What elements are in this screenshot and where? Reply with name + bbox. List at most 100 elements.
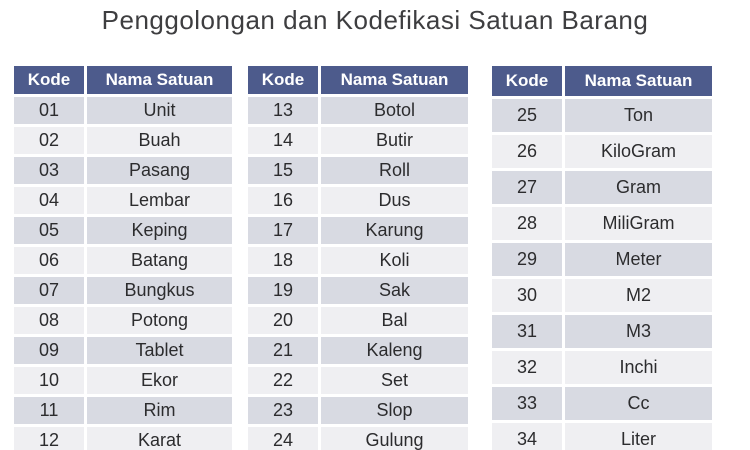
nama-satuan-cell: Gram <box>565 171 712 204</box>
nama-satuan-cell: Roll <box>321 157 468 184</box>
kode-cell: 30 <box>492 279 562 312</box>
nama-satuan-header: Nama Satuan <box>321 66 468 94</box>
table-row: 23 Slop <box>248 397 468 424</box>
kode-cell: 13 <box>248 97 318 124</box>
units-table-2-body: Kode Nama Satuan 13 Botol 14 Butir 15 Roll 16 Dus… <box>248 66 468 450</box>
nama-satuan-cell: Bungkus <box>87 277 232 304</box>
kode-cell: 31 <box>492 315 562 348</box>
kode-cell: 17 <box>248 217 318 244</box>
kode-cell: 29 <box>492 243 562 276</box>
nama-satuan-cell: Sak <box>321 277 468 304</box>
kode-cell: 08 <box>14 307 84 334</box>
nama-satuan-cell: Cc <box>565 387 712 420</box>
nama-satuan-cell: KiloGram <box>565 135 712 168</box>
kode-cell: 32 <box>492 351 562 384</box>
table-row: 18 Koli <box>248 247 468 274</box>
header-row: Kode Nama Satuan <box>14 66 232 94</box>
kode-cell: 24 <box>248 427 318 450</box>
table-row: 21 Kaleng <box>248 337 468 364</box>
header-row: Kode Nama Satuan <box>248 66 468 94</box>
table-row: 31 M3 <box>492 315 712 348</box>
kode-cell: 23 <box>248 397 318 424</box>
nama-satuan-cell: Set <box>321 367 468 394</box>
kode-cell: 28 <box>492 207 562 240</box>
table-row: 20 Bal <box>248 307 468 334</box>
nama-satuan-cell: Pasang <box>87 157 232 184</box>
nama-satuan-cell: Karat <box>87 427 232 450</box>
table-row: 17 Karung <box>248 217 468 244</box>
nama-satuan-cell: Tablet <box>87 337 232 364</box>
kode-cell: 34 <box>492 423 562 450</box>
kode-cell: 20 <box>248 307 318 334</box>
kode-cell: 16 <box>248 187 318 214</box>
kode-cell: 12 <box>14 427 84 450</box>
kode-cell: 07 <box>14 277 84 304</box>
nama-satuan-cell: Buah <box>87 127 232 154</box>
nama-satuan-cell: Unit <box>87 97 232 124</box>
table-row: 25 Ton <box>492 99 712 132</box>
nama-satuan-cell: MiliGram <box>565 207 712 240</box>
table-row: 19 Sak <box>248 277 468 304</box>
nama-satuan-cell: Rim <box>87 397 232 424</box>
kode-cell: 05 <box>14 217 84 244</box>
table-row: 33 Cc <box>492 387 712 420</box>
nama-satuan-header: Nama Satuan <box>565 66 712 96</box>
nama-satuan-cell: Gulung <box>321 427 468 450</box>
table-row: 24 Gulung <box>248 427 468 450</box>
kode-cell: 10 <box>14 367 84 394</box>
table-row: 05 Keping <box>14 217 232 244</box>
table-row: 28 MiliGram <box>492 207 712 240</box>
table-row: 34 Liter <box>492 423 712 450</box>
nama-satuan-cell: Ekor <box>87 367 232 394</box>
nama-satuan-cell: Potong <box>87 307 232 334</box>
table-row: 15 Roll <box>248 157 468 184</box>
kode-cell: 18 <box>248 247 318 274</box>
kode-header: Kode <box>14 66 84 94</box>
table-row: 10 Ekor <box>14 367 232 394</box>
kode-cell: 04 <box>14 187 84 214</box>
table-row: 02 Buah <box>14 127 232 154</box>
kode-cell: 03 <box>14 157 84 184</box>
kode-header: Kode <box>248 66 318 94</box>
table-row: 29 Meter <box>492 243 712 276</box>
nama-satuan-cell: Lembar <box>87 187 232 214</box>
nama-satuan-cell: Batang <box>87 247 232 274</box>
table-row: 04 Lembar <box>14 187 232 214</box>
kode-cell: 33 <box>492 387 562 420</box>
units-table-3: Kode Nama Satuan 25 Ton 26 KiloGram 27 Gram 28 Mi… <box>489 63 715 450</box>
table-row: 22 Set <box>248 367 468 394</box>
table-row: 11 Rim <box>14 397 232 424</box>
nama-satuan-header: Nama Satuan <box>87 66 232 94</box>
nama-satuan-cell: Dus <box>321 187 468 214</box>
nama-satuan-cell: Koli <box>321 247 468 274</box>
kode-cell: 09 <box>14 337 84 364</box>
nama-satuan-cell: Ton <box>565 99 712 132</box>
kode-cell: 11 <box>14 397 84 424</box>
nama-satuan-cell: Butir <box>321 127 468 154</box>
kode-cell: 26 <box>492 135 562 168</box>
nama-satuan-cell: Kaleng <box>321 337 468 364</box>
kode-cell: 22 <box>248 367 318 394</box>
table-row: 06 Batang <box>14 247 232 274</box>
units-table-2: Kode Nama Satuan 13 Botol 14 Butir 15 Roll 16 Dus… <box>245 63 471 450</box>
units-table-3-body: Kode Nama Satuan 25 Ton 26 KiloGram 27 Gram 28 Mi… <box>492 66 712 450</box>
kode-cell: 01 <box>14 97 84 124</box>
header-row: Kode Nama Satuan <box>492 66 712 96</box>
table-row: 26 KiloGram <box>492 135 712 168</box>
nama-satuan-cell: Slop <box>321 397 468 424</box>
kode-cell: 19 <box>248 277 318 304</box>
nama-satuan-cell: Meter <box>565 243 712 276</box>
kode-cell: 21 <box>248 337 318 364</box>
table-row: 09 Tablet <box>14 337 232 364</box>
table-row: 07 Bungkus <box>14 277 232 304</box>
table-row: 32 Inchi <box>492 351 712 384</box>
units-table-1-body: Kode Nama Satuan 01 Unit 02 Buah 03 Pasang 04 Lem… <box>14 66 232 450</box>
nama-satuan-cell: Bal <box>321 307 468 334</box>
kode-cell: 06 <box>14 247 84 274</box>
table-row: 08 Potong <box>14 307 232 334</box>
nama-satuan-cell: Inchi <box>565 351 712 384</box>
table-row: 30 M2 <box>492 279 712 312</box>
kode-header: Kode <box>492 66 562 96</box>
table-row: 13 Botol <box>248 97 468 124</box>
